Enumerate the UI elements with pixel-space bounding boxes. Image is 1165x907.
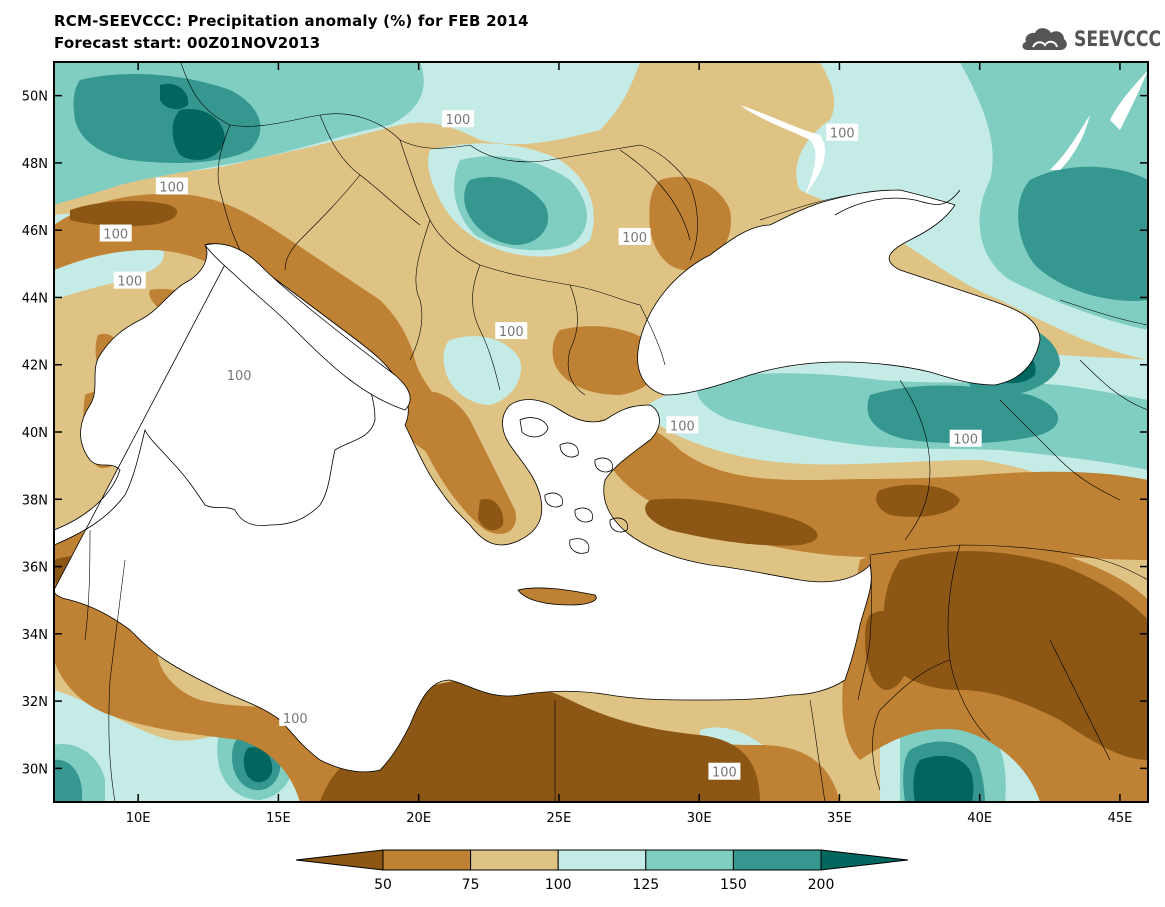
aegean-islands bbox=[519, 417, 628, 554]
contour-label-bg bbox=[279, 708, 312, 726]
lat-tick-label: 44N bbox=[22, 291, 48, 306]
contour-label: 100 bbox=[953, 433, 978, 448]
colorbar-left-arrow bbox=[295, 849, 384, 871]
field-below-50-turkey bbox=[645, 498, 818, 546]
field-above-200-saudi bbox=[913, 755, 974, 802]
field-100-125-balkan bbox=[443, 336, 521, 405]
contour-label-bg bbox=[495, 322, 528, 340]
lat-tick-label: 50N bbox=[22, 90, 48, 105]
crimea-outline bbox=[834, 189, 961, 216]
contour-label: 100 bbox=[712, 766, 737, 781]
logo-text: SEEVCCC bbox=[1074, 27, 1162, 51]
lon-tick-label: 15E bbox=[266, 811, 291, 826]
lat-tick-label: 32N bbox=[22, 695, 48, 710]
colorbar-segment bbox=[645, 849, 734, 871]
contour-label: 100 bbox=[622, 231, 647, 246]
contour-label: 100 bbox=[159, 180, 184, 195]
dnieper-gap bbox=[740, 105, 825, 195]
colorbar-label: 75 bbox=[462, 877, 480, 893]
field-below-50-greece bbox=[478, 499, 504, 531]
adriatic-sea-mask bbox=[204, 243, 411, 411]
field-below-50-turkey-east bbox=[876, 484, 960, 517]
colorbar-label: 150 bbox=[720, 877, 747, 893]
field-above-200-czech bbox=[160, 83, 189, 110]
field-150-200-nw-africa bbox=[54, 759, 82, 802]
contour-label-bg bbox=[949, 429, 982, 447]
don-gap bbox=[1110, 70, 1148, 130]
field-below-50-jordan bbox=[865, 611, 911, 690]
contour-label: 100 bbox=[227, 369, 252, 384]
colorbar-segment bbox=[470, 849, 559, 871]
lon-tick-label: 40E bbox=[967, 811, 992, 826]
lat-tick-label: 42N bbox=[22, 359, 48, 374]
contour-label: 100 bbox=[103, 228, 128, 243]
map-title: RCM-SEEVCCC: Precipitation anomaly (%) f… bbox=[54, 12, 529, 30]
colorbar-segment bbox=[382, 849, 472, 871]
lat-tick-label: 36N bbox=[22, 561, 48, 576]
field-above-200-germany bbox=[172, 109, 225, 160]
contour-label: 100 bbox=[446, 113, 471, 128]
contour-labels: 100 100 100 100 100 100 100 100 100 100 100 100 bbox=[99, 110, 982, 781]
contour-label: 100 bbox=[499, 325, 524, 340]
field-below-50-alps bbox=[70, 200, 178, 227]
field-below-50-syria bbox=[883, 550, 1148, 760]
field-150-200-carpathian bbox=[464, 176, 549, 245]
lon-tick-label: 20E bbox=[406, 811, 431, 826]
field-150-200-turkey-ne bbox=[867, 385, 1059, 444]
field-50-75-bulgaria bbox=[552, 326, 663, 395]
lat-tick-label: 46N bbox=[22, 224, 48, 239]
lat-tick-label: 34N bbox=[22, 628, 48, 643]
colorbar-right-arrow bbox=[820, 849, 909, 871]
map-field bbox=[54, 62, 1148, 802]
colorbar-segment bbox=[732, 849, 822, 871]
contour-label: 100 bbox=[670, 419, 695, 434]
field-50-75-greece bbox=[408, 391, 516, 534]
country-borders bbox=[84, 62, 1148, 802]
cloud-icon bbox=[1022, 28, 1067, 50]
lat-tick-label: 30N bbox=[22, 762, 48, 777]
crete-island bbox=[517, 587, 597, 606]
forecast-start-label: Forecast start: 00Z01NOV2013 bbox=[54, 34, 321, 52]
colorbar-label: 100 bbox=[545, 877, 572, 893]
contour-label-bg bbox=[113, 271, 146, 289]
field-150-200-ukraine-east bbox=[1018, 166, 1148, 301]
field-50-75-romania bbox=[649, 176, 731, 271]
lon-tick-label: 35E bbox=[827, 811, 852, 826]
lat-tick-label: 38N bbox=[22, 493, 48, 508]
contour-label: 100 bbox=[117, 275, 142, 290]
contour-label: 100 bbox=[283, 712, 308, 727]
lon-tick-label: 25E bbox=[547, 811, 572, 826]
latitude-axis: 30N 32N 34N 36N 38N 40N 42N 44N 46N 48N 50N bbox=[22, 90, 1148, 777]
black-sea-mask bbox=[637, 189, 1041, 396]
colorbar-segment bbox=[557, 849, 647, 871]
longitude-axis: 10E 15E 20E 25E 30E 35E 40E 45E bbox=[126, 62, 1133, 826]
contour-label-bg bbox=[441, 110, 474, 128]
seevccc-logo: SEEVCCC bbox=[1018, 24, 1165, 54]
contour-label-bg bbox=[155, 177, 188, 195]
lat-tick-label: 48N bbox=[22, 157, 48, 172]
colorbar-label: 50 bbox=[374, 877, 392, 893]
contour-label-bg bbox=[618, 227, 651, 245]
contour-label-bg bbox=[99, 224, 132, 242]
contour-label-bg bbox=[666, 416, 699, 434]
contour-label: 100 bbox=[830, 127, 855, 142]
contour-label-bg bbox=[826, 123, 859, 141]
contour-label-bg bbox=[708, 762, 741, 780]
field-above-200-libya bbox=[243, 747, 273, 783]
lon-tick-label: 30E bbox=[687, 811, 712, 826]
lon-tick-label: 10E bbox=[126, 811, 151, 826]
colorbar-label: 125 bbox=[632, 877, 659, 893]
contour-label-bg bbox=[223, 365, 256, 383]
field-below-50-libya-east bbox=[320, 679, 760, 802]
colorbar-label: 200 bbox=[808, 877, 835, 893]
lon-tick-label: 45E bbox=[1108, 811, 1133, 826]
colorbar: 50 75 100 125 150 200 bbox=[295, 849, 909, 893]
lat-tick-label: 40N bbox=[22, 426, 48, 441]
